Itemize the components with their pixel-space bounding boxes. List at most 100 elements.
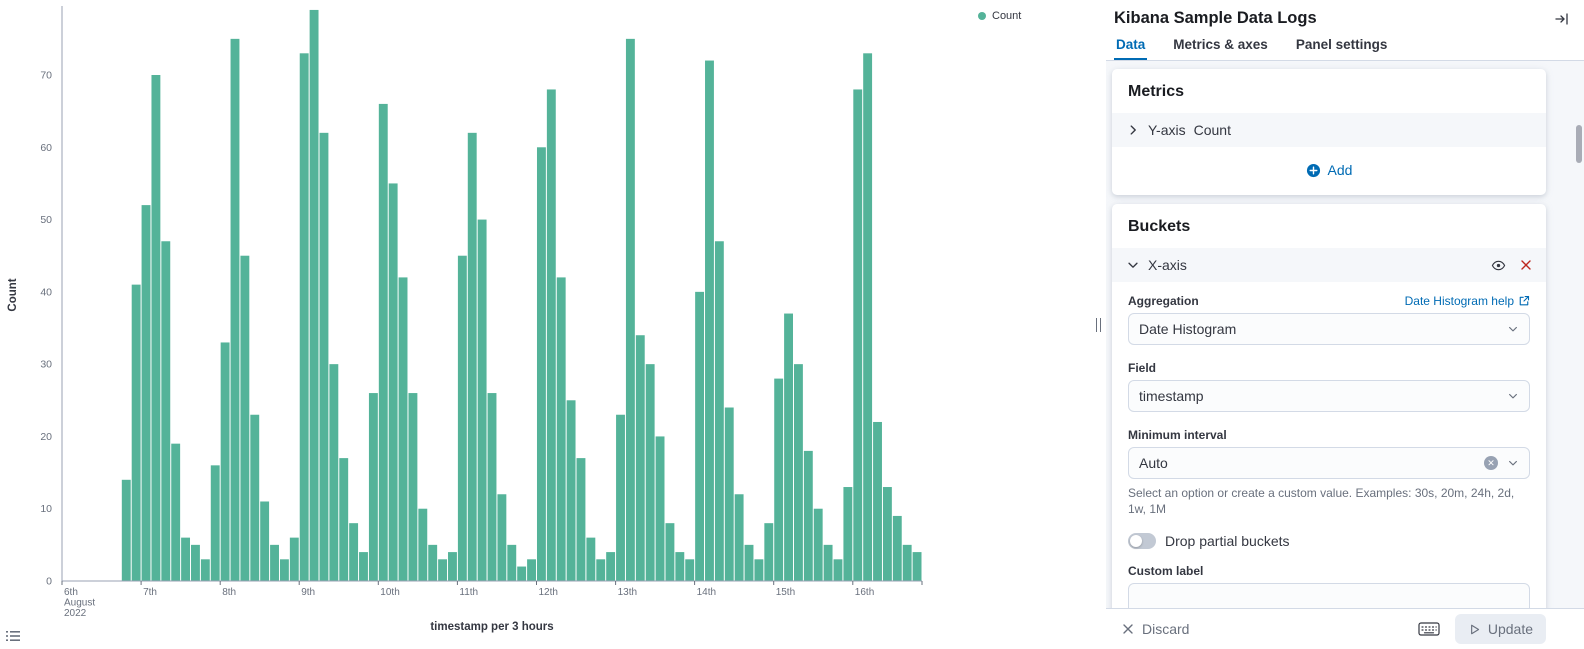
histogram-bar[interactable]: [655, 436, 665, 581]
metric-y-axis-row[interactable]: Y-axis Count: [1112, 113, 1546, 147]
histogram-bar[interactable]: [438, 559, 448, 581]
histogram-bar[interactable]: [665, 523, 675, 581]
histogram-bar[interactable]: [240, 255, 250, 581]
histogram-bar[interactable]: [784, 313, 793, 581]
field-select[interactable]: timestamp: [1128, 380, 1530, 412]
histogram-bar[interactable]: [833, 559, 843, 581]
tab-metrics-axes[interactable]: Metrics & axes: [1173, 37, 1268, 52]
histogram-bar[interactable]: [507, 544, 517, 581]
tab-panel-settings[interactable]: Panel settings: [1295, 37, 1388, 52]
histogram-bar[interactable]: [289, 537, 299, 581]
clear-value-icon[interactable]: ✕: [1484, 456, 1498, 470]
histogram-bar[interactable]: [695, 291, 705, 581]
histogram-bar[interactable]: [171, 443, 181, 581]
histogram-bar[interactable]: [309, 9, 319, 581]
histogram-bar[interactable]: [388, 183, 398, 581]
histogram-bar[interactable]: [121, 479, 131, 581]
histogram-bar[interactable]: [606, 552, 616, 581]
scrollbar-thumb[interactable]: [1576, 125, 1582, 163]
histogram-bar[interactable]: [230, 38, 240, 582]
histogram-bar[interactable]: [359, 552, 368, 581]
histogram-bar[interactable]: [457, 255, 467, 581]
histogram-bar[interactable]: [418, 508, 428, 581]
histogram-bar[interactable]: [319, 132, 329, 581]
tab-data[interactable]: Data: [1114, 31, 1147, 60]
histogram-bar[interactable]: [448, 552, 457, 581]
histogram-bar[interactable]: [813, 508, 823, 581]
histogram-bar[interactable]: [793, 364, 803, 581]
bucket-x-axis-row[interactable]: X-axis: [1112, 248, 1546, 282]
histogram-bar[interactable]: [487, 393, 497, 581]
histogram-bar[interactable]: [181, 537, 191, 581]
histogram-bar[interactable]: [635, 335, 645, 581]
histogram-bar[interactable]: [250, 414, 260, 581]
histogram-bar[interactable]: [744, 544, 754, 581]
histogram-bar[interactable]: [675, 552, 685, 581]
histogram-bar[interactable]: [803, 450, 813, 581]
histogram-bar[interactable]: [774, 378, 784, 581]
histogram-bar[interactable]: [902, 544, 912, 581]
histogram-bar[interactable]: [329, 364, 339, 581]
histogram-bar[interactable]: [616, 414, 625, 581]
histogram-bar[interactable]: [368, 393, 378, 581]
keyboard-shortcuts-button[interactable]: [1418, 621, 1440, 637]
histogram-bar[interactable]: [625, 38, 635, 582]
histogram-bar[interactable]: [428, 544, 438, 581]
histogram-bar[interactable]: [210, 465, 220, 581]
histogram-bar[interactable]: [754, 559, 764, 581]
remove-bucket-icon[interactable]: [1520, 259, 1532, 271]
minimum-interval-select[interactable]: Auto ✕: [1128, 447, 1530, 479]
histogram-bar[interactable]: [734, 494, 744, 581]
date-histogram-help-link[interactable]: Date Histogram help: [1405, 294, 1530, 308]
histogram-bar[interactable]: [556, 277, 566, 581]
histogram-bar[interactable]: [596, 559, 606, 581]
histogram-bar[interactable]: [339, 458, 349, 581]
histogram-bar[interactable]: [823, 544, 833, 581]
histogram-bar[interactable]: [408, 393, 418, 581]
aggregation-select[interactable]: Date Histogram: [1128, 313, 1530, 345]
histogram-bar[interactable]: [299, 53, 309, 582]
histogram-bar[interactable]: [517, 566, 527, 581]
histogram-bar[interactable]: [912, 552, 922, 581]
histogram-bar[interactable]: [705, 60, 714, 582]
histogram-bar[interactable]: [566, 400, 576, 581]
histogram-bar[interactable]: [151, 75, 161, 581]
histogram-bar[interactable]: [764, 523, 774, 581]
histogram-bar[interactable]: [260, 501, 270, 581]
histogram-bar[interactable]: [724, 407, 734, 581]
histogram-bar[interactable]: [882, 487, 892, 581]
histogram-bar[interactable]: [853, 89, 863, 582]
add-metric-button[interactable]: Add: [1306, 162, 1352, 178]
histogram-bar[interactable]: [200, 559, 210, 581]
histogram-bar[interactable]: [576, 458, 586, 581]
histogram-bar[interactable]: [270, 544, 279, 581]
histogram-bar[interactable]: [873, 421, 882, 581]
histogram-bar[interactable]: [191, 544, 200, 581]
histogram-bar[interactable]: [546, 89, 556, 582]
histogram-bar[interactable]: [467, 132, 477, 581]
histogram-bar[interactable]: [685, 559, 695, 581]
histogram-bar[interactable]: [714, 241, 724, 581]
histogram-bar[interactable]: [141, 205, 151, 582]
collapse-sidebar-button[interactable]: [1554, 11, 1570, 27]
custom-label-input[interactable]: [1128, 583, 1530, 608]
histogram-bar[interactable]: [536, 147, 546, 582]
legend-item-count[interactable]: Count: [978, 10, 1021, 22]
histogram-bar[interactable]: [892, 515, 902, 581]
histogram-bar[interactable]: [863, 53, 873, 582]
histogram-bar[interactable]: [131, 284, 141, 581]
histogram-bar[interactable]: [349, 523, 359, 581]
histogram-bar[interactable]: [378, 103, 388, 581]
histogram-bar[interactable]: [586, 537, 596, 581]
histogram-bar[interactable]: [220, 342, 230, 581]
histogram-bar[interactable]: [477, 219, 487, 581]
eye-icon[interactable]: [1491, 258, 1506, 273]
drop-partial-buckets-toggle[interactable]: [1128, 533, 1156, 550]
legend-toggle-button[interactable]: [5, 628, 21, 644]
histogram-bar[interactable]: [279, 559, 289, 581]
histogram-bar[interactable]: [497, 494, 507, 581]
histogram-bar[interactable]: [398, 277, 408, 581]
discard-button[interactable]: Discard: [1122, 621, 1189, 637]
histogram-bar[interactable]: [161, 241, 171, 581]
panel-resizer[interactable]: [1092, 0, 1104, 649]
